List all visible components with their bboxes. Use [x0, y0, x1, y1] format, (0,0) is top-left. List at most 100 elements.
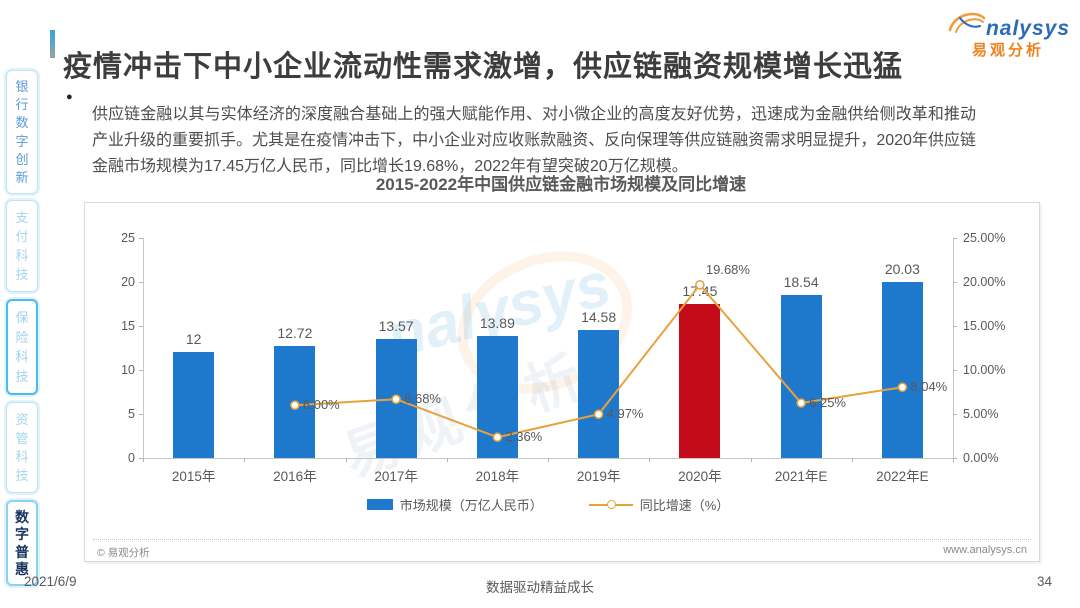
x-axis-label-2020年: 2020年: [678, 469, 722, 484]
sidebar-item-label-char: 资: [15, 411, 29, 427]
right-axis-tick-label: 20.00%: [963, 275, 1006, 289]
footer-slogan: 数据驱动精益成长: [486, 580, 594, 595]
x-axis-label-2021年E: 2021年E: [774, 469, 828, 484]
sidebar-item-label-char: 险: [15, 329, 29, 345]
bar-value-label-2016年: 12.72: [277, 325, 313, 342]
x-axis-tick: [244, 458, 246, 462]
sidebar-item-label-char: 支: [15, 210, 29, 225]
sidebar-item-label-char: 字: [15, 133, 29, 149]
sidebar-item-label-char: 行: [15, 97, 29, 113]
chart-legend: 市场规模（万亿人民币） 同比增速（%）: [143, 495, 953, 514]
line-marker-2022年E: [897, 382, 908, 393]
sidebar-item-label-char: 新: [15, 169, 29, 185]
x-axis-label-2022年E: 2022年E: [876, 469, 929, 484]
sidebar-item-label-char: 普: [15, 543, 29, 560]
left-axis-tick-label: 10: [121, 363, 135, 377]
copyright-text: © 易观分析: [97, 547, 150, 559]
sidebar-item-1[interactable]: 银行数字创新: [6, 70, 38, 194]
x-axis-tick: [851, 458, 853, 462]
sidebar-item-label-char: 科: [15, 449, 29, 465]
right-axis-tick: [953, 326, 957, 327]
footer-date: 2021/6/9: [24, 574, 77, 589]
right-axis-tick: [953, 238, 957, 239]
sidebar-item-label-char: 创: [15, 151, 29, 167]
x-axis-tick: [446, 458, 448, 462]
left-axis-tick: [139, 282, 143, 283]
footer-page-number: 34: [1036, 574, 1052, 589]
sidebar-item-label-char: 银: [15, 79, 29, 95]
x-axis-tick: [750, 458, 752, 462]
website-text: www.analysys.cn: [943, 544, 1027, 556]
left-axis-tick: [139, 414, 143, 415]
right-axis-tick: [953, 458, 957, 459]
sidebar-item-label-char: 保: [15, 310, 29, 326]
bar-value-label-2015年: 12: [185, 331, 202, 348]
sidebar-item-label-char: 科: [15, 248, 29, 263]
right-axis-tick-label: 10.00%: [963, 363, 1006, 377]
line-marker-2016年: [290, 400, 300, 410]
line-value-label-2018年: 2.36%: [505, 429, 543, 445]
sidebar-item-label-char: 付: [15, 229, 29, 244]
line-marker-2019年: [593, 409, 604, 420]
x-axis-tick: [143, 458, 144, 462]
logo-brand-cn-text: 易观分析: [971, 42, 1044, 59]
summary-paragraph: 供应链金融以其与实体经济的深度融合基础上的强大赋能作用、对小微企业的高度友好优势…: [92, 106, 976, 175]
sidebar-item-label-char: 技: [15, 267, 29, 282]
bullet-icon: ●: [66, 91, 73, 103]
line-value-label-2022年E: 8.04%: [910, 379, 948, 395]
bar-2020年: [679, 304, 721, 458]
logo-brand-text: nalysys: [985, 17, 1070, 40]
line-value-label-2019年: 4.97%: [606, 406, 644, 422]
bar-2015年: [173, 352, 215, 458]
right-axis-line: [953, 238, 954, 458]
x-axis-tick: [345, 458, 347, 462]
legend-bar-swatch: [366, 499, 393, 510]
line-marker-2021年E: [796, 398, 806, 408]
sidebar-item-label-char: 字: [15, 526, 29, 543]
left-axis-tick: [139, 238, 143, 239]
legend-item-line: 同比增速（%）: [588, 495, 730, 514]
sidebar-item-label-char: 技: [15, 468, 29, 484]
bar-value-label-2021年E: 18.54: [783, 273, 819, 290]
analysys-logo: nalysys 易观分析: [946, 8, 1070, 60]
line-marker-2018年: [492, 432, 503, 443]
sidebar-item-label-char: 管: [15, 430, 29, 446]
right-axis-tick-label: 0.00%: [963, 451, 999, 465]
sidebar-item-2[interactable]: 支付科技: [6, 200, 38, 292]
x-axis-label-2015年: 2015年: [171, 469, 216, 484]
left-axis-tick-label: 5: [128, 407, 135, 421]
line-value-label-2020年: 19.68%: [705, 261, 750, 277]
x-axis-label-2019年: 2019年: [576, 469, 621, 484]
line-value-label-2021年E: 6.25%: [809, 395, 846, 410]
left-axis-tick: [139, 326, 143, 327]
chart-title: 2015-2022年中国供应链金融市场规模及同比增速: [375, 175, 747, 194]
legend-line-marker: [606, 500, 616, 509]
legend-line-label: 同比增速（%）: [639, 498, 730, 513]
right-axis-tick: [953, 282, 957, 283]
logo-swoosh-icon: [946, 8, 986, 41]
line-value-label-2016年: 6.00%: [302, 397, 340, 413]
bar-value-label-2017年: 13.57: [378, 317, 414, 334]
sidebar-item-5[interactable]: 数字普惠: [6, 500, 38, 586]
left-axis-tick-label: 15: [121, 319, 135, 333]
right-axis-tick-label: 15.00%: [963, 319, 1006, 333]
line-marker-2017年: [391, 394, 401, 405]
legend-bar-label: 市场规模（万亿人民币）: [399, 498, 543, 513]
sidebar-item-label-char: 惠: [15, 561, 29, 578]
title-accent-bar: [50, 30, 55, 58]
sidebar-item-3[interactable]: 保险科技: [6, 299, 38, 395]
right-axis-tick-label: 25.00%: [963, 231, 1006, 245]
x-axis-tick: [649, 458, 651, 462]
line-marker-2020年: [695, 280, 705, 290]
left-axis-tick-label: 0: [128, 451, 135, 465]
line-value-label-2017年: 6.68%: [404, 391, 441, 407]
x-axis-label-2018年: 2018年: [475, 469, 520, 484]
left-axis-tick-label: 25: [121, 231, 135, 245]
sidebar-item-label-char: 数: [15, 115, 29, 131]
sidebar-item-4[interactable]: 资管科技: [6, 402, 38, 493]
left-axis-tick: [139, 458, 143, 459]
sidebar-item-label-char: 技: [15, 368, 29, 384]
x-axis-tick: [548, 458, 549, 462]
bar-2022年E: [881, 281, 923, 458]
left-axis-line: [143, 238, 144, 458]
